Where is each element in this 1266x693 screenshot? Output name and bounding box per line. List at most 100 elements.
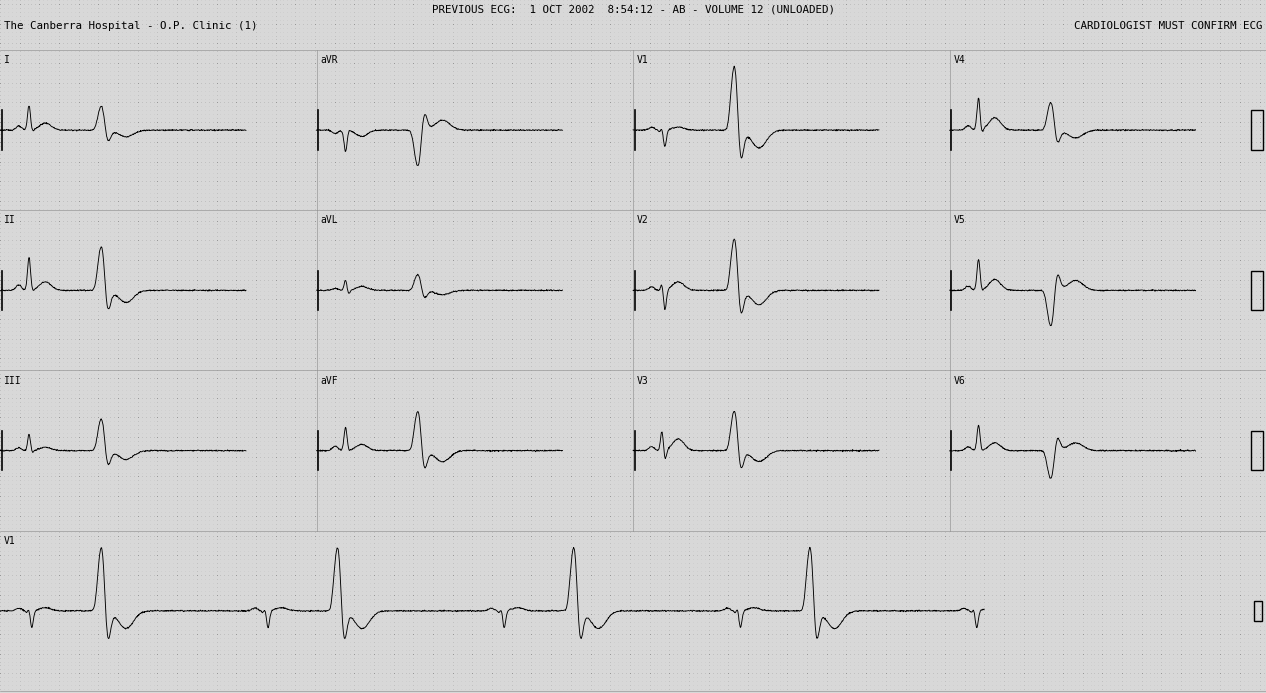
Point <box>1104 683 1124 693</box>
Point <box>143 15 163 26</box>
Point <box>1050 85 1070 96</box>
Point <box>1044 26 1065 37</box>
Point <box>518 179 538 191</box>
Point <box>789 278 809 289</box>
Point <box>982 601 1003 612</box>
Point <box>143 408 163 419</box>
Point <box>753 573 774 584</box>
Point <box>218 581 238 593</box>
Point <box>210 30 230 41</box>
Point <box>863 510 884 521</box>
Point <box>572 282 592 293</box>
Point <box>1222 479 1242 490</box>
Point <box>746 404 766 415</box>
Point <box>1139 231 1160 242</box>
Point <box>1108 329 1128 340</box>
Point <box>328 200 348 211</box>
Point <box>128 416 148 427</box>
Point <box>10 467 30 478</box>
Point <box>1018 329 1038 340</box>
Point <box>10 495 30 506</box>
Point <box>876 376 896 387</box>
Point <box>1195 475 1215 486</box>
Point <box>395 38 415 49</box>
Point <box>1132 550 1152 561</box>
Point <box>266 286 286 297</box>
Point <box>466 412 486 423</box>
Point <box>1093 577 1113 588</box>
Point <box>372 483 392 494</box>
Point <box>100 435 120 446</box>
Point <box>218 534 238 545</box>
Point <box>443 109 463 120</box>
Point <box>671 369 691 380</box>
Point <box>124 121 144 132</box>
Point <box>89 388 109 399</box>
Point <box>809 683 829 693</box>
Point <box>955 432 975 443</box>
Point <box>423 85 443 96</box>
Point <box>703 81 723 92</box>
Point <box>1033 329 1053 340</box>
Point <box>89 672 109 683</box>
Point <box>611 238 632 249</box>
Point <box>979 463 999 474</box>
Point <box>454 81 475 92</box>
Point <box>880 672 900 683</box>
Point <box>1163 605 1184 616</box>
Point <box>443 597 463 608</box>
Point <box>884 432 904 443</box>
Point <box>876 258 896 270</box>
Point <box>813 113 833 124</box>
Point <box>867 538 887 549</box>
Point <box>727 439 747 450</box>
Point <box>529 597 549 608</box>
Point <box>1182 81 1203 92</box>
Point <box>903 89 923 100</box>
Point <box>344 89 365 100</box>
Point <box>699 227 719 238</box>
Point <box>494 369 514 380</box>
Point <box>561 137 581 148</box>
Point <box>703 42 723 53</box>
Point <box>572 526 592 537</box>
Point <box>152 65 172 76</box>
Point <box>1069 545 1089 556</box>
Point <box>781 570 801 581</box>
Point <box>951 254 971 265</box>
Point <box>266 502 286 514</box>
Point <box>1218 392 1238 403</box>
Point <box>647 640 667 651</box>
Point <box>938 412 958 423</box>
Point <box>430 518 451 529</box>
Point <box>1151 77 1171 88</box>
Point <box>1190 125 1210 136</box>
Point <box>143 333 163 344</box>
Point <box>160 396 180 407</box>
Point <box>970 219 990 230</box>
Point <box>116 404 137 415</box>
Point <box>430 357 451 368</box>
Point <box>120 93 141 104</box>
Point <box>1151 22 1171 33</box>
Point <box>695 298 715 309</box>
Point <box>143 50 163 61</box>
Point <box>505 471 525 482</box>
Point <box>238 254 258 265</box>
Point <box>525 116 546 128</box>
Point <box>734 132 755 143</box>
Point <box>1033 400 1053 411</box>
Point <box>919 491 939 502</box>
Point <box>636 333 656 344</box>
Point <box>742 396 762 407</box>
Point <box>841 341 861 352</box>
Point <box>490 73 510 85</box>
Point <box>447 380 467 392</box>
Point <box>22 534 42 545</box>
Point <box>824 486 844 498</box>
Point <box>647 545 667 556</box>
Point <box>230 412 251 423</box>
Point <box>660 498 680 509</box>
Point <box>934 435 955 446</box>
Point <box>1072 561 1093 572</box>
